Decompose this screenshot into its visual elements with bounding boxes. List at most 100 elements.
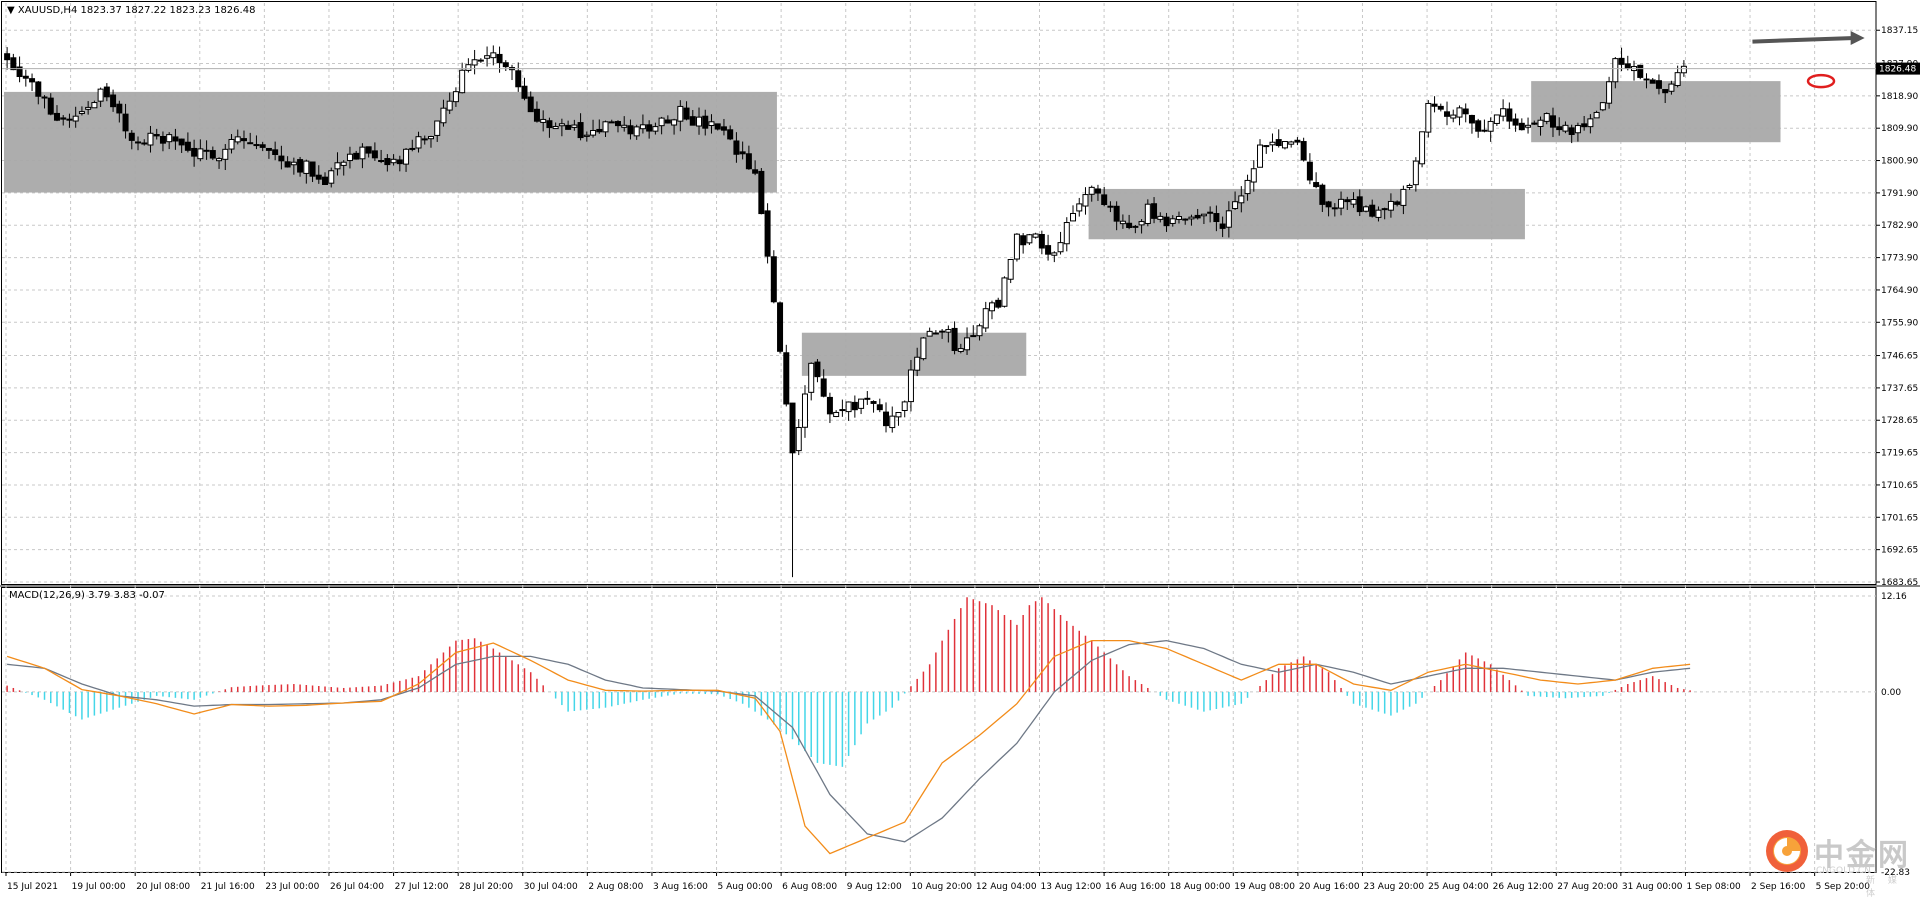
candle-body[interactable] xyxy=(982,308,989,329)
candle-body[interactable] xyxy=(864,397,871,400)
candle-body[interactable] xyxy=(421,138,428,141)
candle-body[interactable] xyxy=(297,159,304,173)
candle-body[interactable] xyxy=(1250,168,1257,183)
candle-body[interactable] xyxy=(1481,129,1488,132)
candle-body[interactable] xyxy=(1431,103,1438,107)
candle-body[interactable] xyxy=(1020,235,1027,246)
candle-body[interactable] xyxy=(995,299,1002,308)
candle-body[interactable] xyxy=(1319,184,1326,205)
candle-body[interactable] xyxy=(889,415,896,429)
candle-body[interactable] xyxy=(883,411,890,427)
candle-body[interactable] xyxy=(988,302,995,312)
candle-body[interactable] xyxy=(639,124,646,130)
candle-body[interactable] xyxy=(1325,201,1332,208)
candle-body[interactable] xyxy=(1568,127,1575,135)
candle-body[interactable] xyxy=(895,412,902,418)
candle-body[interactable] xyxy=(1082,194,1089,207)
candle-body[interactable] xyxy=(727,129,734,140)
candle-body[interactable] xyxy=(770,256,777,303)
candle-body[interactable] xyxy=(845,401,852,413)
candle-body[interactable] xyxy=(577,122,584,139)
candle-body[interactable] xyxy=(496,53,503,64)
candle-body[interactable] xyxy=(234,136,241,143)
candle-body[interactable] xyxy=(1194,214,1201,219)
candle-body[interactable] xyxy=(764,210,771,257)
candle-body[interactable] xyxy=(1400,188,1407,206)
candle-body[interactable] xyxy=(839,409,846,412)
candle-body[interactable] xyxy=(901,401,908,412)
candle-body[interactable] xyxy=(876,404,883,411)
candle-body[interactable] xyxy=(558,123,565,127)
candle-body[interactable] xyxy=(490,52,497,59)
candle-body[interactable] xyxy=(932,332,939,335)
candle-body[interactable] xyxy=(608,121,615,124)
candle-body[interactable] xyxy=(1587,118,1594,128)
candle-body[interactable] xyxy=(184,141,191,151)
candle-body[interactable] xyxy=(1026,234,1033,244)
candle-body[interactable] xyxy=(1132,225,1139,228)
candle-body[interactable] xyxy=(527,96,534,113)
candle-body[interactable] xyxy=(477,59,484,62)
candle-body[interactable] xyxy=(777,302,784,352)
candle-body[interactable] xyxy=(72,115,79,122)
candle-body[interactable] xyxy=(801,393,808,428)
candle-body[interactable] xyxy=(153,134,160,137)
candle-body[interactable] xyxy=(1525,124,1532,128)
candle-body[interactable] xyxy=(1119,220,1126,225)
candle-body[interactable] xyxy=(689,116,696,126)
candle-body[interactable] xyxy=(1537,119,1544,127)
candle-body[interactable] xyxy=(1219,223,1226,229)
candle-body[interactable] xyxy=(365,146,372,154)
candle-body[interactable] xyxy=(471,59,478,66)
candle-body[interactable] xyxy=(565,124,572,130)
candle-body[interactable] xyxy=(502,62,509,68)
candle-body[interactable] xyxy=(1606,81,1613,104)
candle-body[interactable] xyxy=(47,97,54,115)
candle-body[interactable] xyxy=(714,123,721,130)
candle-body[interactable] xyxy=(1275,139,1282,147)
candle-body[interactable] xyxy=(22,75,29,79)
candle-body[interactable] xyxy=(1257,144,1264,168)
candle-body[interactable] xyxy=(870,401,877,404)
candle-body[interactable] xyxy=(546,120,553,129)
candle-body[interactable] xyxy=(346,153,353,162)
candle-body[interactable] xyxy=(1468,114,1475,124)
candle-body[interactable] xyxy=(1313,182,1320,188)
candle-body[interactable] xyxy=(1070,212,1077,222)
candle-body[interactable] xyxy=(1562,124,1569,132)
candle-body[interactable] xyxy=(1674,72,1681,86)
candle-body[interactable] xyxy=(1412,160,1419,186)
candle-body[interactable] xyxy=(465,64,472,71)
candle-body[interactable] xyxy=(390,158,397,164)
candle-body[interactable] xyxy=(1612,58,1619,83)
candle-body[interactable] xyxy=(203,149,210,152)
candle-body[interactable] xyxy=(926,330,933,337)
candle-body[interactable] xyxy=(222,148,229,160)
candle-body[interactable] xyxy=(552,125,559,130)
candle-body[interactable] xyxy=(1294,139,1301,143)
candle-body[interactable] xyxy=(795,427,802,452)
candle-body[interactable] xyxy=(1475,120,1482,132)
candle-body[interactable] xyxy=(216,158,223,162)
candle-body[interactable] xyxy=(1487,120,1494,132)
candle-body[interactable] xyxy=(1007,259,1014,280)
candle-body[interactable] xyxy=(1101,194,1108,205)
candle-body[interactable] xyxy=(1032,233,1039,238)
candle-body[interactable] xyxy=(1493,114,1500,124)
candle-body[interactable] xyxy=(590,129,597,136)
candle-body[interactable] xyxy=(858,398,865,409)
candle-body[interactable] xyxy=(1425,102,1432,133)
candle-body[interactable] xyxy=(452,91,459,103)
candle-body[interactable] xyxy=(677,105,684,122)
candle-body[interactable] xyxy=(1244,179,1251,195)
candle-body[interactable] xyxy=(1618,57,1625,65)
candle-body[interactable] xyxy=(35,81,42,97)
candle-body[interactable] xyxy=(1126,222,1133,228)
candle-body[interactable] xyxy=(1655,80,1662,89)
candle-body[interactable] xyxy=(10,57,17,71)
candle-body[interactable] xyxy=(1138,221,1145,226)
candle-body[interactable] xyxy=(614,121,621,127)
candle-body[interactable] xyxy=(739,151,746,155)
candle-body[interactable] xyxy=(359,146,366,160)
